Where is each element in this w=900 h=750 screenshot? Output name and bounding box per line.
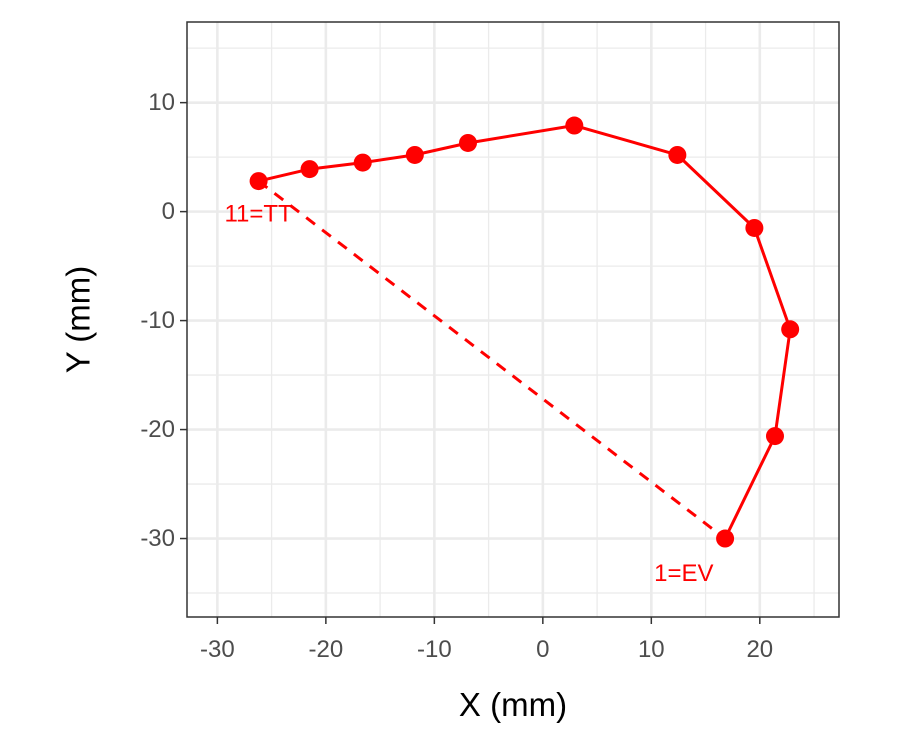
y-tick-label: 0 [162,198,175,225]
x-tick-label: 0 [536,636,549,663]
x-tick-label: 20 [746,636,773,663]
y-tick-label: -10 [140,307,175,334]
data-point-11 [249,172,268,191]
point-annotation-2: 11=TT [224,200,293,227]
data-point-5 [668,145,687,164]
data-point-4 [745,218,764,237]
x-tick-label: -10 [417,636,452,663]
closing-dashed-line [257,179,727,540]
y-axis-title: Y (mm) [60,266,97,374]
data-point-6 [565,116,584,135]
y-tick-label: 10 [148,89,175,116]
data-layer: 1=EV 11=TT [224,116,800,587]
data-point-8 [405,145,424,164]
x-tick-label: -30 [200,636,235,663]
x-tick-label: -20 [309,636,344,663]
data-point-10 [300,160,319,179]
data-point-3 [781,320,800,339]
data-point-1 [716,529,735,548]
panel-border [186,21,840,618]
point-annotation-1: 1=EV [654,560,713,587]
axis-ticks [180,101,761,624]
grid-major [187,22,839,617]
data-point-9 [353,153,372,172]
data-point-2 [765,427,784,446]
tick-labels: -30 -20 -10 0 10 20 10 0 -10 -20 -30 [140,89,773,663]
x-tick-label: 10 [638,636,665,663]
data-point-7 [458,133,477,152]
x-axis-title: X (mm) [459,686,567,723]
y-tick-label: -30 [140,525,175,552]
y-tick-label: -20 [140,416,175,443]
